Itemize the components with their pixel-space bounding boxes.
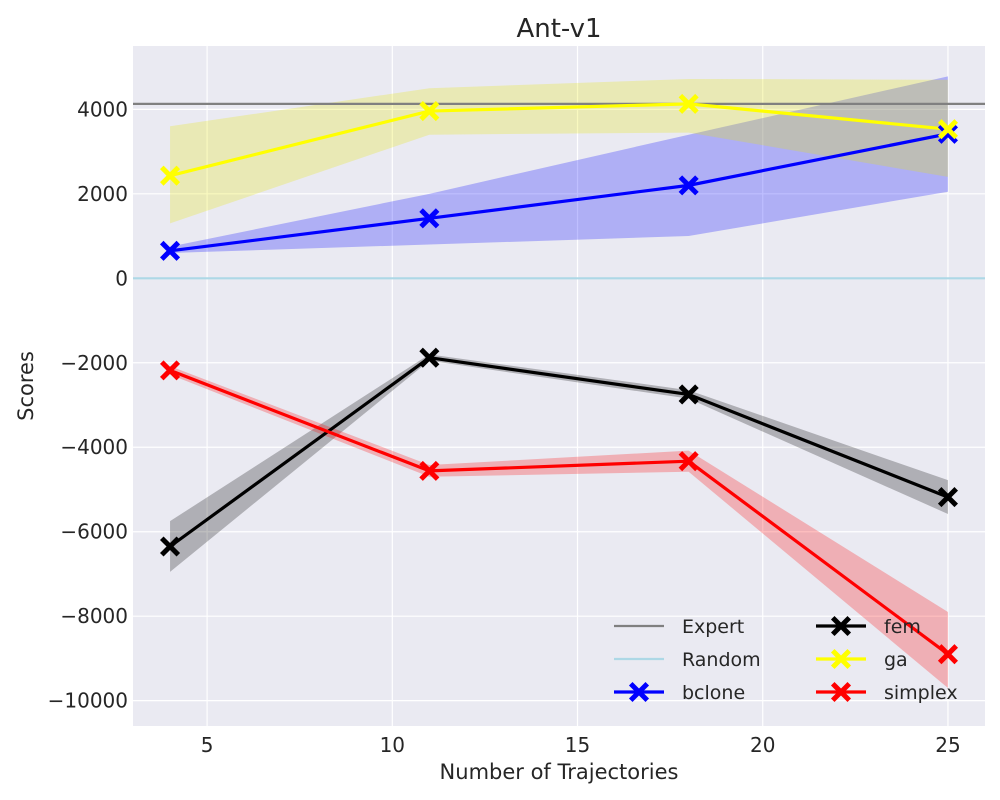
bclone-point <box>160 240 181 261</box>
bclone-point <box>419 208 440 229</box>
x-tick-label: 10 <box>380 733 405 757</box>
fem-band <box>170 354 948 572</box>
legend-label: fem <box>884 616 921 638</box>
ga-point <box>160 165 181 186</box>
tick-labels: 5 10 15 20 25 4000 2000 0 −2000 −4000 −6000 −8000 −1… <box>48 97 961 757</box>
x-axis-label: Number of Trajectories <box>440 760 679 784</box>
legend-label: Random <box>682 649 761 671</box>
legend-label: bclone <box>682 682 745 704</box>
y-tick-label: −10000 <box>48 689 128 713</box>
legend-item-random: Random <box>614 649 761 671</box>
reference-lines <box>133 102 985 280</box>
y-tick-label: 4000 <box>77 97 128 121</box>
legend-marker <box>830 648 852 670</box>
bclone-band <box>170 76 948 253</box>
x-tick-label: 15 <box>565 733 590 757</box>
ga-point <box>678 93 699 114</box>
bclone-line <box>169 132 949 253</box>
legend-item-bclone: bclone <box>614 681 745 704</box>
ga-point <box>419 101 440 122</box>
x-tick-label: 20 <box>750 733 775 757</box>
fem-point <box>160 536 181 557</box>
ga-point <box>937 119 958 140</box>
fem-point <box>419 347 440 368</box>
simplex-point <box>160 360 181 381</box>
legend-item-expert: Expert <box>614 616 744 638</box>
ga-band <box>170 78 948 224</box>
legend-marker <box>830 681 852 703</box>
fem-line <box>169 356 949 548</box>
legend-marker <box>628 681 650 703</box>
fem-point <box>678 384 699 405</box>
plot-background <box>133 46 985 726</box>
legend-item-fem: fem <box>816 615 921 638</box>
legend-label: ga <box>884 649 908 671</box>
y-tick-label: 2000 <box>77 182 128 206</box>
legend-marker <box>830 615 852 637</box>
chart-title: Ant-v1 <box>516 14 601 44</box>
legend-label: simplex <box>884 682 958 704</box>
bclone-point <box>678 175 699 196</box>
y-tick-label: −2000 <box>60 351 128 375</box>
simplex-point <box>419 460 440 481</box>
legend-item-ga: ga <box>816 648 908 671</box>
x-tick-label: 5 <box>201 733 214 757</box>
y-axis-label: Scores <box>14 351 38 421</box>
ga-line <box>169 102 949 178</box>
y-tick-label: −4000 <box>60 435 128 459</box>
legend-item-simplex: simplex <box>816 681 958 704</box>
series-markers <box>160 93 958 665</box>
simplex-line <box>169 368 949 656</box>
fem-point <box>937 487 958 508</box>
simplex-point <box>937 644 958 665</box>
legend-label: Expert <box>682 616 744 638</box>
y-tick-label: −8000 <box>60 604 128 628</box>
x-tick-label: 25 <box>935 733 960 757</box>
simplex-point <box>678 451 699 472</box>
series-lines <box>169 102 949 656</box>
y-tick-label: −6000 <box>60 520 128 544</box>
legend: Expert Random bclone fem ga simplex <box>614 615 958 704</box>
bclone-point <box>937 123 958 144</box>
y-tick-label: 0 <box>115 266 128 290</box>
